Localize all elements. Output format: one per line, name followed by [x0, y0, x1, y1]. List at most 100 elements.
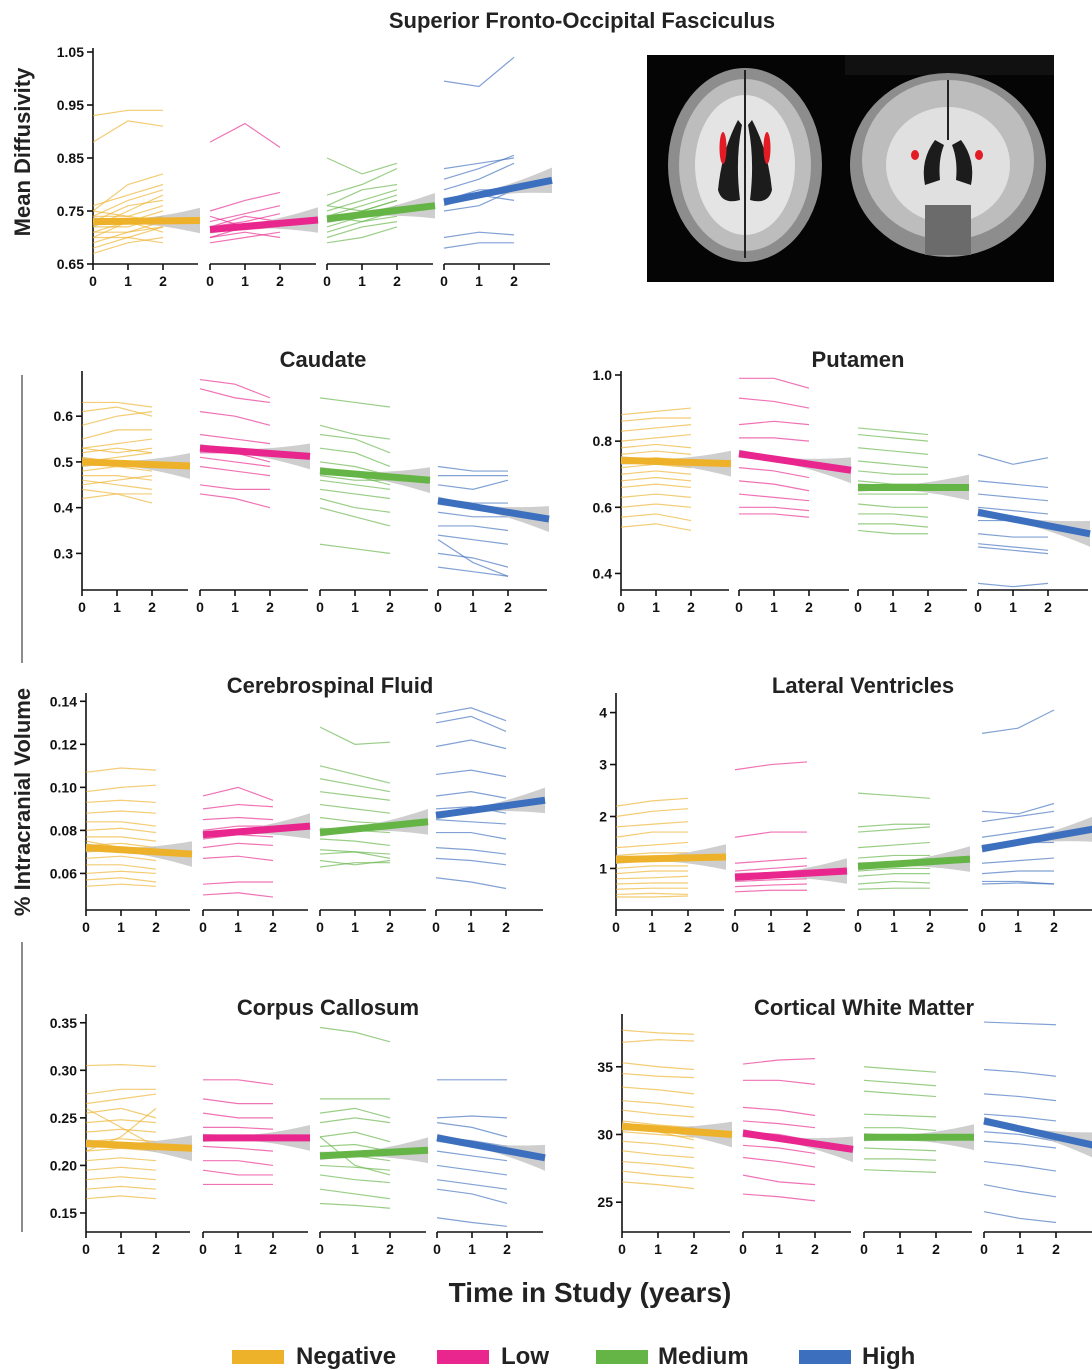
subject-trajectory-line	[615, 870, 688, 875]
x-tick-label: 1	[475, 273, 483, 289]
subject-trajectory-line	[437, 552, 509, 568]
subject-trajectory-line	[86, 864, 157, 870]
subject-trajectory-line	[615, 882, 688, 885]
x-tick-label: 0	[739, 1241, 747, 1257]
group-negative: 0 1 2	[78, 401, 191, 615]
fit-line-medium	[857, 855, 971, 870]
y-tick-label: 30	[597, 1126, 613, 1142]
x-tick-label: 0	[860, 1241, 868, 1257]
fit-line-negative	[85, 844, 193, 858]
subject-trajectory-line	[199, 378, 271, 399]
subject-trajectory-line	[81, 429, 152, 440]
x-tick-label: 0	[316, 919, 324, 935]
subject-trajectory-line	[81, 493, 153, 504]
subject-trajectory-line	[981, 709, 1055, 734]
subject-trajectory-line	[621, 1086, 695, 1095]
x-tick-label: 2	[1052, 1241, 1060, 1257]
fit-line-high	[436, 1134, 546, 1162]
subject-trajectory-line	[436, 1164, 508, 1176]
subject-trajectory-line	[319, 1107, 391, 1119]
subject-trajectory-line	[209, 191, 281, 212]
y-tick-label: 0.6	[54, 408, 74, 424]
subject-trajectory-line	[857, 460, 929, 469]
subject-trajectory-line	[203, 1079, 274, 1086]
fit-line-medium	[326, 202, 436, 223]
x-tick-label: 1	[117, 1241, 125, 1257]
subject-trajectory-line	[93, 236, 164, 244]
panel-title-superior-fronto-occipital-fasciculus: Superior Fronto-Occipital Fasciculus	[389, 8, 775, 33]
legend-item-negative: Negative	[232, 1343, 396, 1370]
subject-trajectory-line	[319, 1202, 391, 1209]
group-negative: 0 1 2	[82, 1064, 193, 1257]
subject-trajectory-line	[620, 476, 692, 482]
x-tick-label: 2	[393, 273, 401, 289]
y-tick-label: 0.35	[50, 1015, 77, 1031]
fit-line-high	[977, 508, 1091, 538]
x-tick-label: 1	[351, 599, 359, 615]
subject-trajectory-line	[202, 1098, 273, 1105]
subject-trajectory-line	[85, 1093, 157, 1105]
x-tick-label: 1	[648, 919, 656, 935]
x-tick-label: 2	[269, 1241, 277, 1257]
x-tick-label: 0	[854, 919, 862, 935]
subject-trajectory-line	[620, 424, 692, 432]
legend-item-low: Low	[437, 1343, 549, 1370]
subject-trajectory-line	[85, 767, 157, 773]
subject-trajectory-line	[85, 855, 157, 862]
brain-coronal-slice	[820, 73, 1046, 282]
group-low: 0 1 2	[199, 1079, 310, 1257]
subject-trajectory-line	[734, 878, 808, 883]
y-axis-label-mean-diffusivity: Mean Diffusivity	[10, 67, 35, 236]
subject-trajectory-line	[86, 821, 157, 827]
group-high: 0 1 2	[440, 56, 553, 289]
subject-trajectory-line	[435, 877, 507, 890]
x-tick-label: 2	[811, 1241, 819, 1257]
subject-trajectory-line	[983, 1021, 1057, 1026]
brain-mri-image	[647, 55, 1054, 282]
group-negative: 0 1 2	[89, 109, 201, 289]
subject-trajectory-line	[620, 493, 692, 498]
x-tick-label: 2	[266, 599, 274, 615]
x-tick-label: 1	[770, 599, 778, 615]
subject-trajectory-line	[620, 407, 692, 416]
subject-trajectory-line	[977, 582, 1049, 588]
x-tick-label: 1	[775, 1241, 783, 1257]
subject-trajectory-line	[85, 1185, 157, 1190]
group-medium: 0 1 2	[854, 792, 971, 935]
x-tick-label: 1	[468, 1241, 476, 1257]
subject-trajectory-line	[738, 480, 810, 492]
panel-title-cortical-white-matter: Cortical White Matter	[754, 995, 974, 1020]
subject-trajectory-line	[443, 231, 515, 239]
group-low: 0 1 2	[735, 377, 852, 615]
x-tick-label: 0	[206, 273, 214, 289]
x-tick-label: 1	[890, 919, 898, 935]
x-tick-label: 0	[82, 919, 90, 935]
subject-trajectory-line	[436, 1188, 508, 1205]
x-tick-label: 2	[926, 919, 934, 935]
x-tick-label: 1	[241, 273, 249, 289]
subject-trajectory-line	[615, 797, 689, 807]
subject-trajectory-line	[85, 842, 157, 849]
subject-trajectory-line	[199, 433, 271, 445]
y-tick-label: 0.10	[50, 779, 77, 795]
fit-line-low	[738, 450, 852, 474]
subject-trajectory-line	[435, 715, 507, 732]
subject-trajectory-line	[202, 1112, 273, 1119]
fit-line-negative	[615, 853, 727, 864]
subject-trajectory-line	[319, 1131, 391, 1143]
subject-trajectory-line	[319, 488, 391, 500]
subject-trajectory-line	[202, 842, 274, 849]
subject-trajectory-line	[85, 1119, 157, 1124]
subject-trajectory-line	[443, 154, 515, 180]
y-tick-label: 0.85	[57, 150, 84, 166]
group-medium: 0 1 2	[316, 726, 429, 935]
subject-trajectory-line	[443, 56, 515, 88]
y-tick-label: 0.4	[593, 565, 613, 581]
subject-trajectory-line	[621, 1062, 695, 1071]
subject-trajectory-line	[983, 1093, 1057, 1102]
panel-corpus-callosum: Corpus Callosum 0.15 0.20 0.25 0.30 0.35 0 1 2 0 1…	[50, 995, 546, 1257]
legend-label-high: High	[862, 1343, 915, 1370]
subject-trajectory-line	[738, 397, 810, 409]
legend-swatch-negative	[232, 1350, 284, 1364]
fit-line-negative	[85, 1140, 193, 1152]
